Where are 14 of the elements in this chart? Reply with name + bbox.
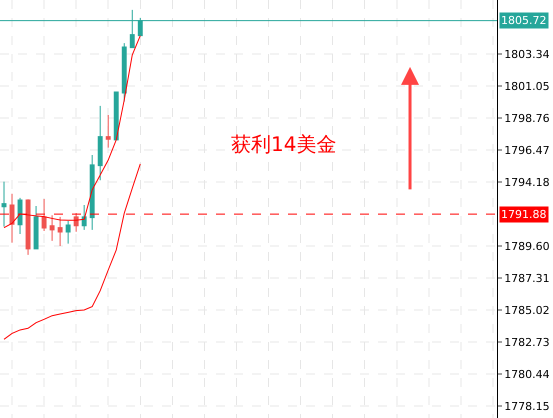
y-tick-label: 1780.44 <box>504 368 550 381</box>
y-tick-label: 1803.34 <box>504 48 550 61</box>
ref-line-label: 1805.72 <box>501 14 546 27</box>
y-tick-label: 1796.47 <box>504 144 550 157</box>
annotation: 获利14美金 <box>231 132 336 156</box>
ref-line-label: 1791.88 <box>501 208 546 221</box>
y-tick-label: 1794.18 <box>504 176 550 189</box>
y-tick-label: 1787.31 <box>504 272 550 285</box>
y-tick-label: 1782.73 <box>504 336 550 349</box>
y-tick-label: 1789.60 <box>504 240 550 253</box>
y-tick-label: 1785.02 <box>504 304 550 317</box>
y-tick-label: 1801.05 <box>504 80 550 93</box>
y-tick-label: 1778.15 <box>504 400 550 413</box>
y-tick-label: 1798.76 <box>504 112 550 125</box>
